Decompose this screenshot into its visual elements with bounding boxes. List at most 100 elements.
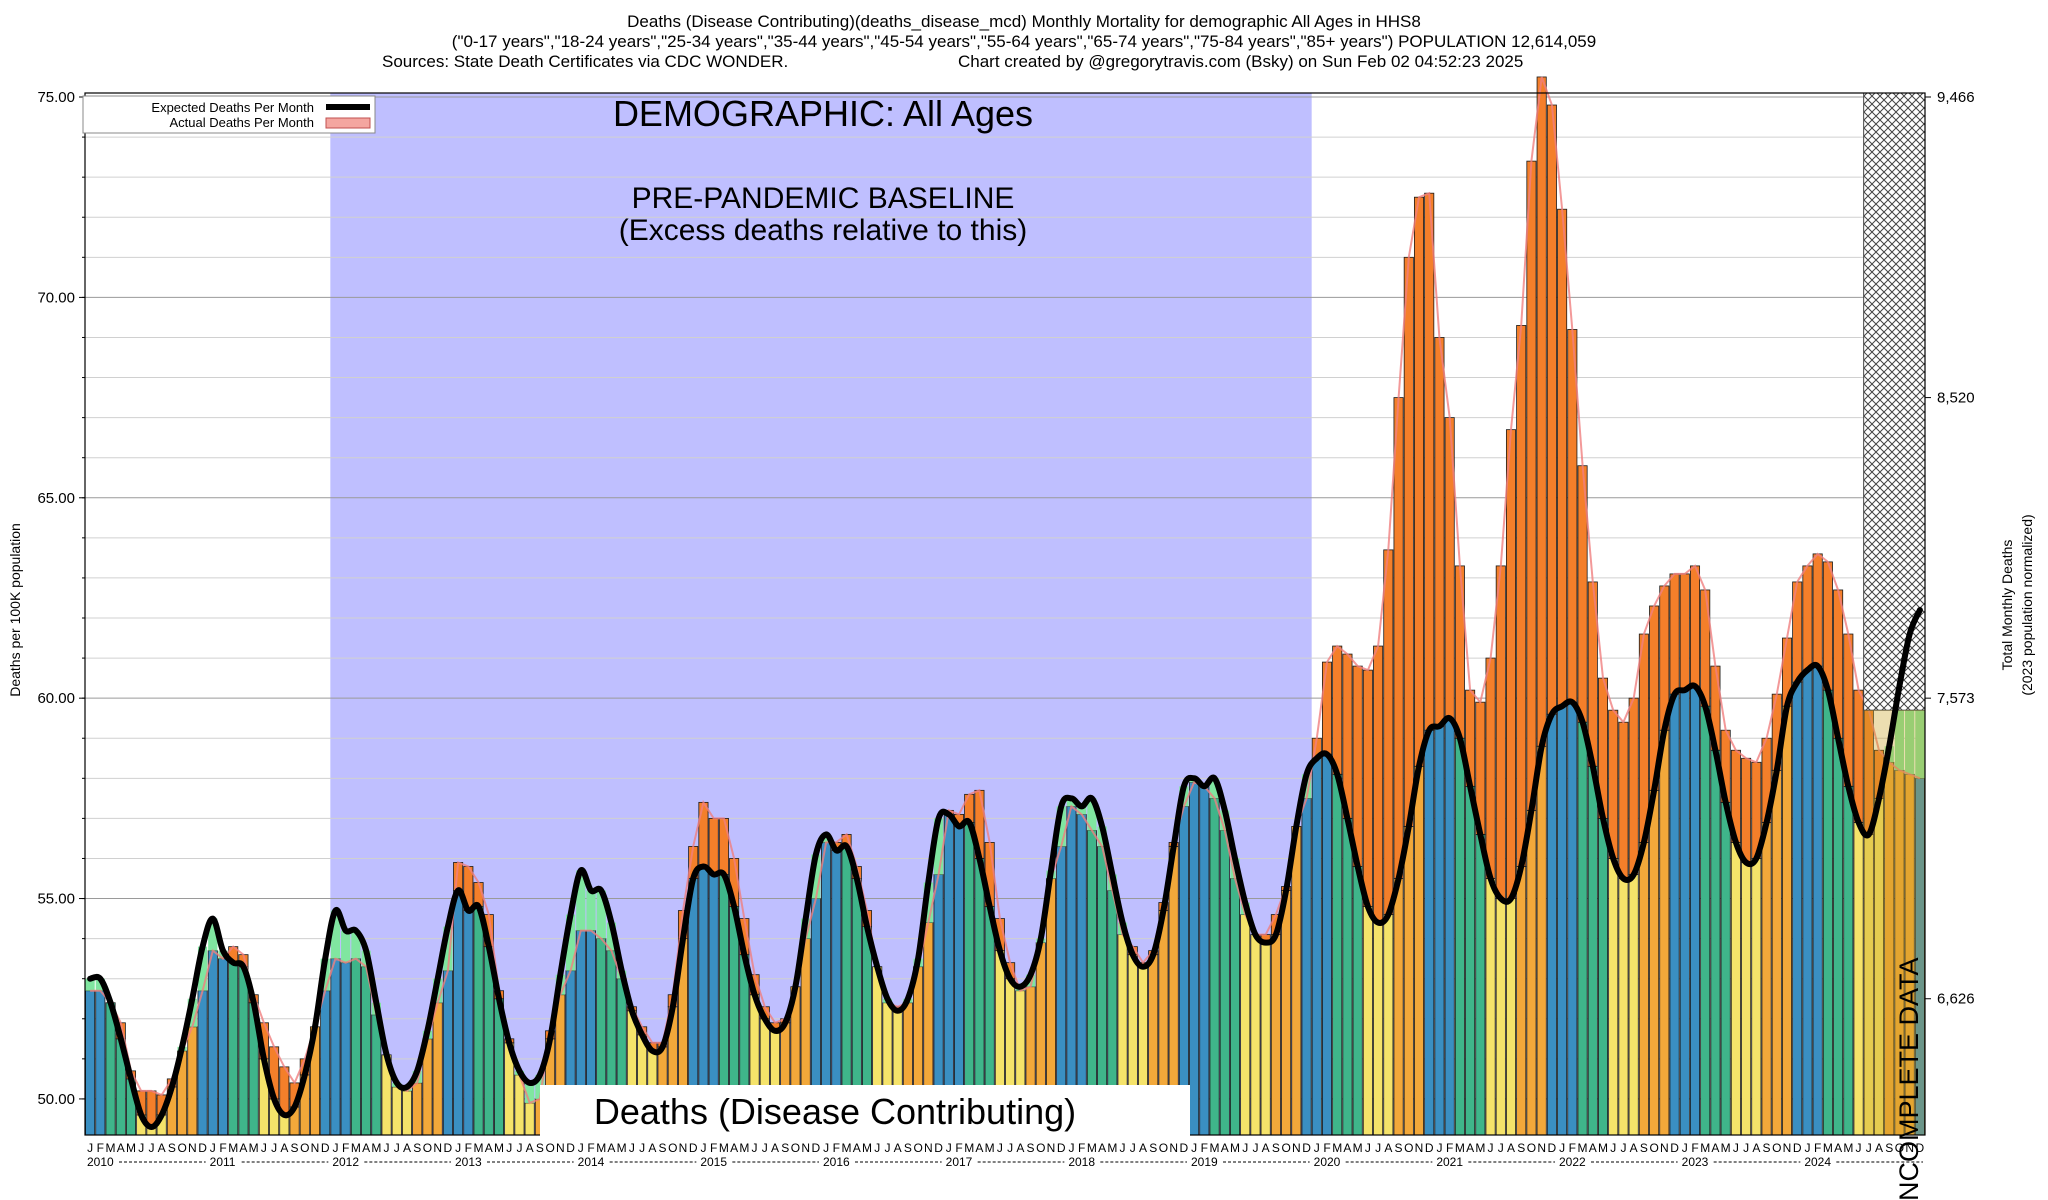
bar-excess: [1383, 549, 1394, 915]
bar-deficit: [576, 870, 586, 931]
month-tick-label: J: [1436, 1141, 1442, 1155]
month-tick-label: J: [332, 1141, 338, 1155]
legend-actual-label: Actual Deaths Per Month: [169, 115, 314, 130]
year-tick-label: 2011: [210, 1155, 236, 1169]
bar: [1628, 874, 1639, 1136]
month-tick-label: F: [1446, 1141, 1453, 1155]
bar-excess: [1321, 661, 1333, 755]
month-tick-label: M: [1598, 1141, 1608, 1155]
year-tick-label: 2021: [1436, 1155, 1463, 1169]
bar-excess: [1669, 573, 1680, 695]
bar: [442, 970, 453, 1136]
bar: [1546, 713, 1557, 1136]
month-tick-label: A: [1016, 1141, 1024, 1155]
bar: [1505, 898, 1517, 1136]
bar-deficit: [933, 818, 944, 875]
bar-excess: [1546, 104, 1557, 715]
month-tick-label: A: [239, 1141, 247, 1155]
bar-excess: [1741, 757, 1752, 863]
bar: [1270, 934, 1281, 1136]
bar: [1321, 753, 1333, 1136]
month-tick-label: N: [1783, 1141, 1792, 1155]
bar: [1608, 858, 1619, 1136]
bar: [197, 990, 208, 1136]
month-tick-label: D: [321, 1141, 330, 1155]
month-tick-label: M: [964, 1141, 974, 1155]
month-tick-label: A: [975, 1141, 983, 1155]
month-tick-label: S: [659, 1141, 667, 1155]
bar-excess: [1679, 573, 1690, 691]
bar-excess: [1454, 565, 1465, 739]
month-tick-label: D: [1057, 1141, 1066, 1155]
month-tick-label: A: [607, 1141, 615, 1155]
bar: [1669, 693, 1680, 1136]
month-tick-label: M: [474, 1141, 484, 1155]
month-tick-label: J: [1620, 1141, 1626, 1155]
bar: [330, 958, 341, 1136]
bar: [1403, 826, 1414, 1136]
month-tick-label: O: [668, 1141, 677, 1155]
bar: [1352, 866, 1363, 1136]
bar: [1587, 765, 1598, 1136]
bar-excess: [1557, 208, 1568, 707]
month-tick-label: J: [271, 1141, 277, 1155]
month-tick-label: M: [719, 1141, 729, 1155]
month-tick-label: J: [997, 1141, 1003, 1155]
month-tick-label: J: [1242, 1141, 1248, 1155]
month-tick-label: A: [1098, 1141, 1106, 1155]
month-tick-label: J: [823, 1141, 829, 1155]
grid-lines: [85, 96, 1925, 1100]
month-tick-label: M: [1475, 1141, 1485, 1155]
bar: [1209, 797, 1220, 1136]
month-tick-label: J: [1682, 1141, 1688, 1155]
bar: [473, 906, 484, 1136]
month-tick-label: M: [1230, 1141, 1240, 1155]
month-tick-label: A: [403, 1141, 411, 1155]
month-tick-label: N: [1660, 1141, 1669, 1155]
bar: [207, 950, 218, 1136]
bar-deficit: [606, 922, 617, 951]
month-tick-label: J: [884, 1141, 890, 1155]
bar-excess: [1403, 256, 1414, 827]
month-tick-label: D: [1670, 1141, 1679, 1155]
bar: [1485, 878, 1496, 1136]
bar-excess: [708, 817, 719, 875]
bar-excess: [1802, 565, 1813, 671]
bar-excess: [1628, 697, 1639, 875]
month-tick-label: A: [526, 1141, 534, 1155]
bar: [1822, 689, 1833, 1136]
month-tick-label: J: [1733, 1141, 1739, 1155]
month-tick-label: A: [1834, 1141, 1842, 1155]
month-tick-label: J: [762, 1141, 768, 1155]
month-tick-label: N: [433, 1141, 442, 1155]
year-tick-label: 2019: [1191, 1155, 1218, 1169]
month-tick-label: A: [648, 1141, 656, 1155]
bar-excess: [1822, 561, 1833, 691]
y2-axis-label-line2: (2023 population normalized): [2019, 514, 2035, 695]
chart-source: Sources: State Death Certificates via CD…: [382, 52, 788, 71]
bar: [1454, 737, 1465, 1136]
year-tick-label: 2020: [1314, 1155, 1341, 1169]
demographic-banner: DEMOGRAPHIC: All Ages: [613, 93, 1033, 134]
bar: [1301, 797, 1312, 1136]
month-tick-label: S: [1763, 1141, 1771, 1155]
bar: [1383, 914, 1394, 1136]
bar: [1516, 866, 1527, 1136]
month-tick-label: A: [1589, 1141, 1597, 1155]
month-tick-label: O: [913, 1141, 922, 1155]
bar-deficit: [1087, 798, 1097, 831]
month-tick-label: J: [1191, 1141, 1197, 1155]
bar: [1240, 914, 1251, 1136]
bar-excess: [1393, 397, 1404, 879]
month-tick-label: A: [1711, 1141, 1719, 1155]
year-tick-label: 2016: [823, 1155, 850, 1169]
y2-tick-label: 7,573: [1937, 690, 1975, 707]
bar: [1311, 757, 1322, 1136]
bar-deficit: [95, 978, 105, 991]
bar-excess: [1352, 665, 1363, 867]
bar: [412, 1082, 423, 1136]
bar: [1444, 717, 1455, 1136]
bar: [391, 1086, 402, 1136]
month-tick-label: M: [249, 1141, 259, 1155]
